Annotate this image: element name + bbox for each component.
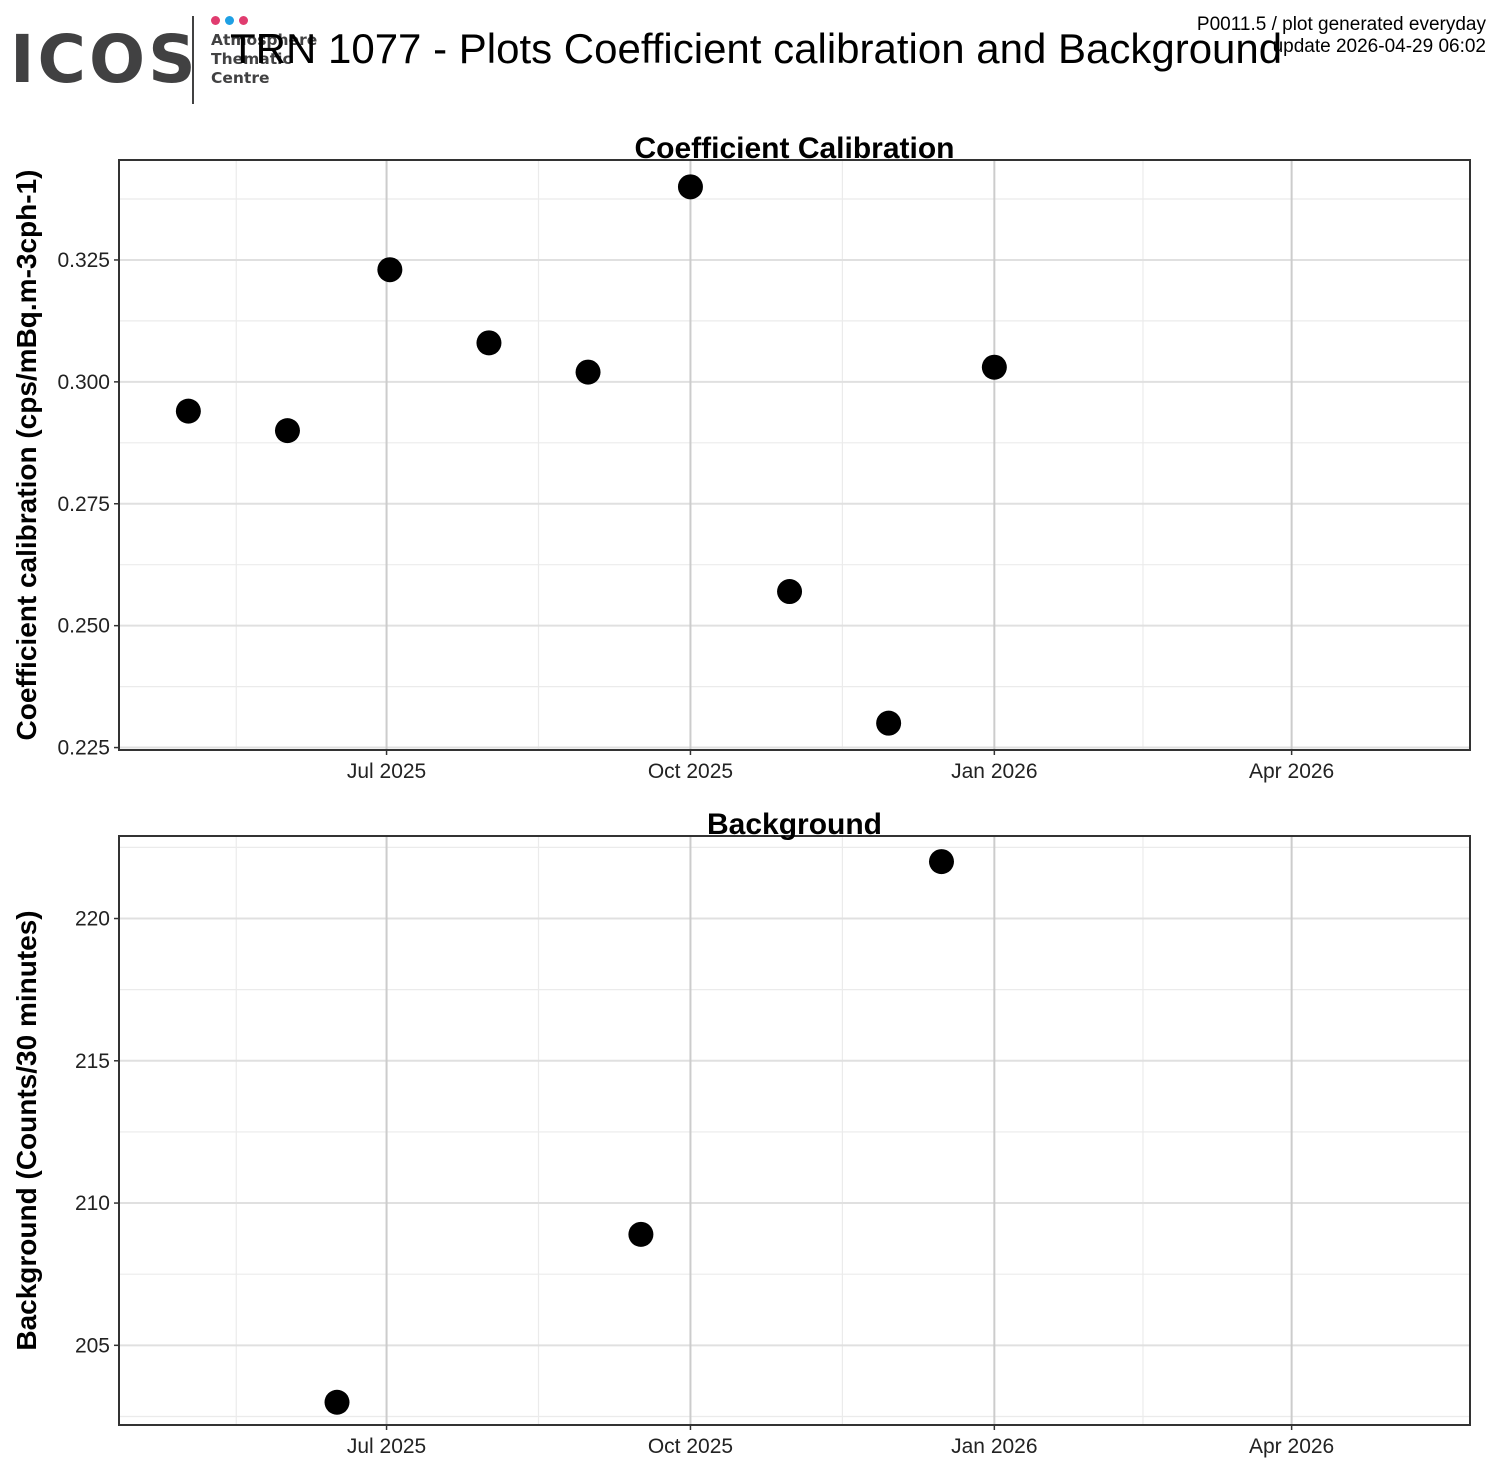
logo-line-centre: Centre [211,69,270,87]
x-tick-label: Jan 2026 [951,1435,1037,1458]
y-tick-label: 0.325 [57,249,110,272]
plot-area [119,836,1470,1425]
data-point [377,257,403,283]
x-tick-label: Jul 2025 [347,760,426,783]
icos-logo: ICOS Atmosphere Thematic Centre [10,14,330,106]
logo-divider [192,16,194,104]
x-tick-label: Apr 2026 [1249,1435,1334,1458]
y-tick-label: 220 [75,908,110,931]
data-point [677,174,703,200]
x-tick-label: Jul 2025 [347,1435,426,1458]
data-point [324,1389,350,1415]
plot-area [119,160,1470,750]
data-point [575,359,601,385]
data-point [175,398,201,424]
y-axis-label: Background (Counts/30 minutes) [11,910,42,1350]
logo-dot-pink-2 [239,16,248,25]
logo-line-atmosphere: Atmosphere [211,31,318,49]
data-point [274,418,300,444]
x-tick-label: Apr 2026 [1249,760,1334,783]
meta-generated: P0011.5 / plot generated everyday [1196,14,1486,35]
data-point [628,1221,654,1247]
logo-wordmark: ICOS [10,21,199,98]
chart-panel-1: 0.225 0.250 0.275 0.300 0.325 Jul 2025 Oct 202… [11,132,1471,783]
panel-title: Background [707,808,882,841]
data-point [876,710,902,736]
panel-title: Coefficient Calibration [634,132,954,165]
logo-line-thematic: Thematic [211,50,292,68]
y-tick-label: 0.275 [57,493,110,516]
logo-dot-blue [225,16,234,25]
plot-border [118,835,1471,1426]
y-tick-label: 0.300 [57,371,110,394]
x-tick-label: Oct 2025 [648,1435,733,1458]
logo-subtitle: Atmosphere Thematic Centre [211,31,317,88]
y-tick-label: 0.250 [57,615,110,638]
logo-dot-pink [211,16,220,25]
meta-update: update 2026-04-29 06:02 [1272,36,1486,57]
x-tick-label: Jan 2026 [951,760,1037,783]
plot-border [118,159,1471,751]
page-title: TRN 1077 - Plots Coefficient calibration… [230,25,1283,72]
y-tick-label: 215 [75,1050,110,1073]
y-tick-label: 0.225 [57,737,110,760]
y-tick-label: 210 [75,1192,110,1215]
data-point [476,330,502,356]
data-point [981,354,1007,380]
y-tick-label: 205 [75,1334,110,1357]
data-point [928,849,954,875]
chart-panel-2: 205 210 215 220 Jul 2025 Oct 2025 Jan 2026 Apr … [11,808,1471,1458]
data-point [777,579,803,605]
y-axis-label: Coefficient calibration (cps/mBq.m-3cph-… [11,170,42,741]
x-tick-label: Oct 2025 [648,760,733,783]
plot-meta: P0011.5 / plot generated everyday update… [1197,14,1486,58]
